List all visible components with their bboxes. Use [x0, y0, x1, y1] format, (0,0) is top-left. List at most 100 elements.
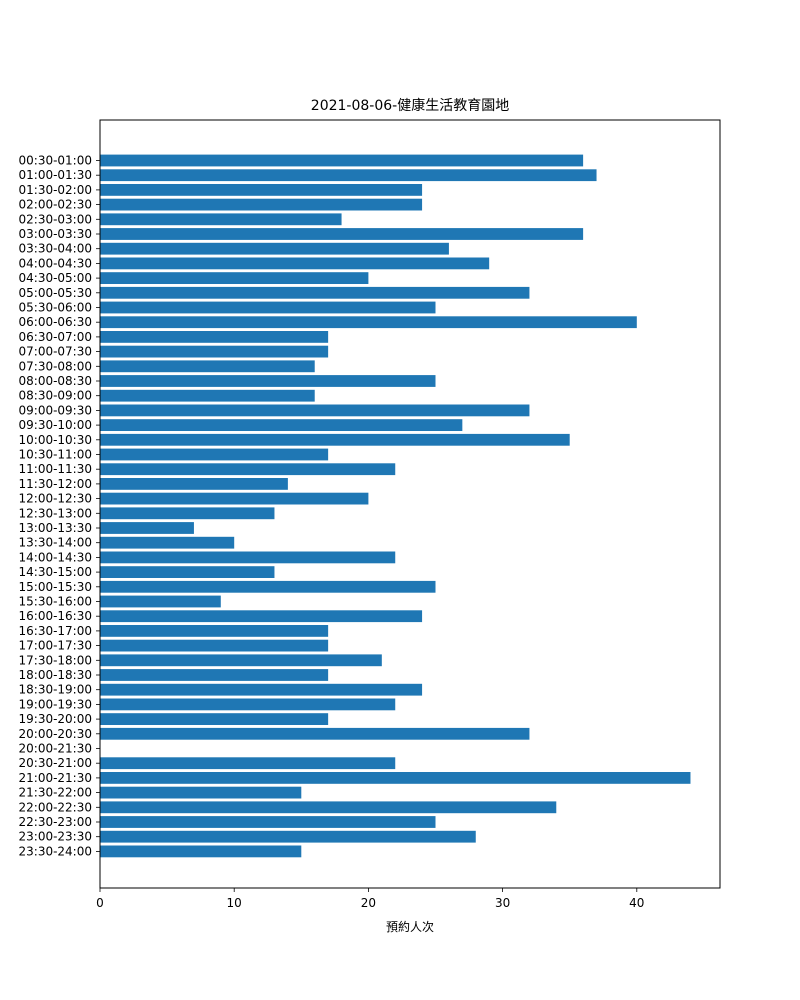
y-tick-label: 09:30-10:00	[19, 418, 93, 432]
bar	[100, 639, 329, 652]
y-tick-label: 23:00-23:30	[19, 830, 93, 844]
bar	[100, 801, 557, 814]
bar	[100, 507, 275, 520]
x-tick-label: 30	[495, 896, 510, 910]
bar	[100, 448, 329, 461]
y-tick-label: 08:30-09:00	[19, 389, 93, 403]
bar	[100, 272, 369, 284]
y-tick-label: 20:00-21:30	[19, 742, 93, 756]
bar	[100, 698, 396, 711]
y-tick-labels: 00:30-01:0001:00-01:3001:30-02:0002:00-0…	[19, 154, 100, 858]
bar	[100, 683, 423, 696]
y-tick-label: 06:00-06:30	[19, 315, 93, 329]
y-tick-label: 15:30-16:00	[19, 595, 93, 609]
y-tick-label: 15:00-15:30	[19, 580, 93, 594]
y-tick-label: 11:00-11:30	[19, 462, 93, 476]
y-tick-label: 05:00-05:30	[19, 286, 93, 300]
x-tick-label: 40	[629, 896, 644, 910]
bar	[100, 169, 597, 182]
y-tick-label: 18:30-19:00	[19, 683, 93, 697]
x-tick-label: 20	[361, 896, 376, 910]
bar	[100, 404, 530, 417]
bar	[100, 433, 570, 446]
y-tick-label: 02:00-02:30	[19, 198, 93, 212]
y-tick-label: 09:00-09:30	[19, 403, 93, 417]
y-tick-label: 17:30-18:00	[19, 653, 93, 667]
bar	[100, 757, 396, 770]
y-tick-label: 03:30-04:00	[19, 242, 93, 256]
y-tick-label: 11:30-12:00	[19, 477, 93, 491]
y-tick-label: 14:30-15:00	[19, 565, 93, 579]
x-axis-label: 預約人次	[386, 919, 434, 934]
bar	[100, 463, 396, 476]
y-tick-label: 01:30-02:00	[19, 183, 93, 197]
y-tick-label: 14:00-14:30	[19, 550, 93, 564]
y-tick-label: 04:00-04:30	[19, 256, 93, 270]
bar	[100, 375, 436, 387]
bar	[100, 669, 329, 681]
bar	[100, 389, 315, 402]
bar	[100, 580, 436, 593]
y-tick-label: 04:30-05:00	[19, 271, 93, 285]
bar	[100, 301, 436, 314]
y-tick-label: 17:00-17:30	[19, 639, 93, 653]
y-tick-label: 08:00-08:30	[19, 374, 93, 388]
y-tick-label: 18:00-18:30	[19, 668, 93, 682]
bar	[100, 478, 288, 490]
bar	[100, 727, 530, 740]
y-tick-label: 00:30-01:00	[19, 154, 93, 168]
bar	[100, 257, 490, 270]
bar	[100, 536, 235, 549]
bar	[100, 654, 382, 667]
bar	[100, 595, 221, 608]
bar	[100, 184, 423, 196]
y-tick-label: 01:00-01:30	[19, 168, 93, 182]
bar	[100, 713, 329, 725]
bar	[100, 316, 637, 329]
bar	[100, 286, 530, 299]
bar	[100, 610, 423, 623]
chart-title: 2021-08-06-健康生活教育園地	[311, 97, 509, 114]
y-tick-label: 19:30-20:00	[19, 712, 93, 726]
y-tick-label: 12:30-13:00	[19, 506, 93, 520]
bar	[100, 213, 342, 226]
y-tick-label: 16:30-17:00	[19, 624, 93, 638]
bar	[100, 228, 584, 240]
y-tick-label: 23:30-24:00	[19, 844, 93, 858]
x-ticks: 0 10 20 30 40	[96, 888, 644, 910]
bar	[100, 154, 584, 167]
bar	[100, 419, 463, 431]
bar	[100, 830, 476, 843]
bar	[100, 786, 302, 799]
bar	[100, 625, 329, 637]
y-tick-label: 21:00-21:30	[19, 771, 93, 785]
y-tick-label: 19:00-19:30	[19, 697, 93, 711]
y-tick-label: 05:30-06:00	[19, 301, 93, 315]
y-tick-label: 21:30-22:00	[19, 786, 93, 800]
bar	[100, 345, 329, 358]
y-tick-label: 13:30-14:00	[19, 536, 93, 550]
y-tick-label: 20:00-20:30	[19, 727, 93, 741]
y-tick-label: 10:30-11:00	[19, 448, 93, 462]
y-tick-label: 07:30-08:00	[19, 359, 93, 373]
y-tick-label: 22:00-22:30	[19, 800, 93, 814]
y-tick-label: 12:00-12:30	[19, 492, 93, 506]
y-tick-label: 02:30-03:00	[19, 212, 93, 226]
x-tick-label: 10	[227, 896, 242, 910]
bar	[100, 772, 691, 784]
y-tick-label: 22:30-23:00	[19, 815, 93, 829]
y-tick-label: 06:30-07:00	[19, 330, 93, 344]
bar	[100, 551, 396, 564]
y-tick-label: 13:00-13:30	[19, 521, 93, 535]
bar	[100, 522, 194, 534]
y-tick-label: 03:00-03:30	[19, 227, 93, 241]
plot-frame	[99, 119, 721, 889]
bar	[100, 331, 329, 343]
bar	[100, 566, 275, 578]
bars-group	[100, 154, 691, 858]
x-tick-label: 0	[96, 896, 104, 910]
bar	[100, 242, 449, 255]
y-tick-label: 07:00-07:30	[19, 345, 93, 359]
bar	[100, 360, 315, 373]
